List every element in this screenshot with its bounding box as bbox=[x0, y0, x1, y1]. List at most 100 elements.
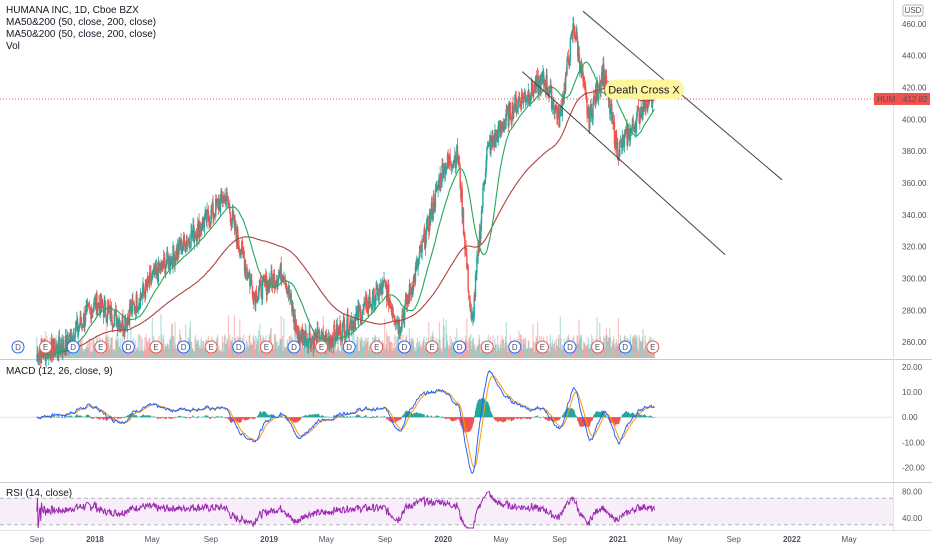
macd-histogram-bar bbox=[64, 416, 67, 418]
volume-bar bbox=[221, 351, 223, 358]
volume-bar bbox=[147, 347, 149, 358]
macd-histogram-bar bbox=[69, 415, 71, 418]
macd-histogram-bar bbox=[364, 416, 366, 418]
macd-histogram-bar bbox=[169, 417, 171, 419]
volume-bar bbox=[88, 338, 91, 358]
macd-histogram-bar bbox=[120, 417, 123, 419]
macd-histogram-bar bbox=[291, 417, 293, 422]
candle-body bbox=[482, 186, 485, 188]
candle-body bbox=[147, 276, 150, 281]
macd-histogram-bar bbox=[500, 417, 503, 422]
candle-body bbox=[183, 235, 186, 242]
volume-bar bbox=[617, 318, 620, 358]
volume-bar bbox=[283, 346, 286, 358]
volume-bar bbox=[559, 347, 561, 358]
macd-histogram-bar bbox=[259, 412, 261, 418]
candle-body bbox=[114, 309, 116, 316]
candle-body bbox=[593, 96, 596, 98]
macd-histogram-bar bbox=[341, 417, 343, 418]
macd-histogram-bar bbox=[115, 417, 117, 419]
rsi-legend[interactable]: RSI (14, close) bbox=[6, 488, 73, 499]
candle-body bbox=[549, 85, 552, 93]
volume-bar bbox=[418, 341, 420, 358]
candle-body bbox=[136, 294, 138, 312]
macd-histogram-bar bbox=[106, 417, 109, 420]
volume-bar bbox=[524, 339, 526, 358]
volume-bar bbox=[84, 348, 87, 358]
volume-bar bbox=[317, 349, 320, 358]
candle-body bbox=[582, 71, 584, 82]
macd-histogram-bar bbox=[280, 415, 282, 418]
candle-body bbox=[229, 213, 232, 223]
macd-histogram-bar bbox=[289, 417, 291, 421]
volume-legend[interactable]: Vol bbox=[6, 41, 20, 52]
candle-body bbox=[251, 286, 254, 298]
macd-signal-line bbox=[36, 375, 655, 468]
price-axis-label: 380.00 bbox=[902, 147, 927, 156]
price-axis-label: 400.00 bbox=[902, 115, 927, 124]
candle-body bbox=[474, 274, 477, 298]
macd-histogram-bar bbox=[196, 417, 198, 419]
candle-body bbox=[216, 200, 218, 205]
ma-legend-2[interactable]: MA50&200 (50, close, 200, close) bbox=[6, 29, 157, 40]
volume-bar bbox=[443, 325, 445, 358]
candle-body bbox=[476, 258, 478, 274]
volume-bar bbox=[141, 338, 143, 358]
macd-histogram-bar bbox=[616, 417, 618, 424]
candle-body bbox=[132, 303, 135, 304]
macd-histogram-bar bbox=[268, 414, 270, 418]
volume-bar bbox=[223, 351, 225, 358]
macd-histogram-bar bbox=[644, 415, 646, 418]
macd-histogram-bar bbox=[557, 417, 559, 421]
volume-bar bbox=[137, 334, 139, 358]
candle-body bbox=[518, 98, 520, 100]
candle-body bbox=[617, 141, 619, 160]
volume-bar bbox=[534, 343, 536, 358]
volume-bar bbox=[199, 345, 201, 358]
macd-histogram-bar bbox=[504, 417, 507, 422]
macd-histogram-bar bbox=[601, 410, 603, 418]
dividend-marker bbox=[342, 340, 356, 354]
volume-bar bbox=[579, 339, 581, 358]
volume-bar bbox=[603, 337, 606, 358]
macd-histogram-bar bbox=[487, 403, 489, 418]
candle-body bbox=[621, 135, 624, 149]
macd-histogram-bar bbox=[380, 416, 382, 418]
macd-histogram-bar bbox=[99, 417, 101, 419]
macd-histogram-bar bbox=[555, 417, 557, 421]
macd-legend[interactable]: MACD (12, 26, close, 9) bbox=[6, 366, 113, 377]
candle-body bbox=[310, 338, 312, 349]
macd-histogram-bar bbox=[231, 417, 234, 422]
volume-bar bbox=[129, 351, 131, 358]
candle-body bbox=[393, 315, 395, 320]
volume-bar bbox=[636, 337, 638, 358]
macd-histogram-bar bbox=[98, 417, 101, 420]
volume-bar bbox=[240, 348, 242, 358]
macd-histogram-bar bbox=[543, 417, 545, 418]
macd-histogram-bar bbox=[262, 411, 264, 418]
candle-body bbox=[434, 207, 436, 210]
macd-histogram-bar bbox=[649, 415, 651, 418]
macd-histogram-bar bbox=[613, 417, 615, 423]
macd-histogram-bar bbox=[443, 417, 445, 419]
candle-body bbox=[126, 316, 129, 326]
volume-bar bbox=[108, 349, 111, 358]
candle-body bbox=[483, 184, 485, 187]
volume-bar bbox=[414, 350, 416, 358]
candle-body bbox=[89, 307, 91, 309]
volume-bar bbox=[354, 345, 356, 358]
candle-body bbox=[193, 234, 196, 243]
volume-bar bbox=[273, 334, 276, 358]
candle-body bbox=[412, 277, 415, 292]
volume-bar bbox=[424, 347, 426, 358]
volume-bar bbox=[390, 341, 392, 358]
candle-body bbox=[374, 300, 377, 302]
macd-histogram-bar bbox=[623, 412, 626, 418]
volume-bar bbox=[245, 350, 247, 358]
volume-bar bbox=[609, 327, 611, 358]
volume-bar bbox=[201, 348, 204, 358]
volume-bar bbox=[304, 339, 306, 358]
ma-legend-1[interactable]: MA50&200 (50, close, 200, close) bbox=[6, 17, 157, 28]
macd-histogram-bar bbox=[270, 414, 272, 418]
